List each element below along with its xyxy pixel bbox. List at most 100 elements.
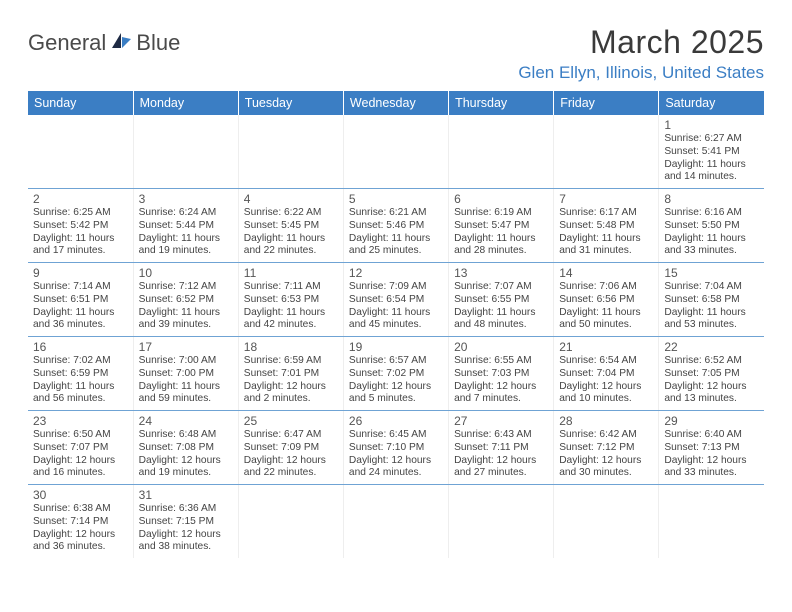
logo-sail-icon (110, 31, 132, 56)
sunset-text: Sunset: 5:47 PM (454, 220, 548, 233)
sunset-text: Sunset: 7:08 PM (139, 442, 233, 455)
location: Glen Ellyn, Illinois, United States (518, 63, 764, 83)
day-number: 30 (33, 488, 128, 502)
daylight-text: and 7 minutes. (454, 393, 548, 406)
daylight-text: Daylight: 11 hours (349, 307, 443, 320)
header: General Blue March 2025 Glen Ellyn, Illi… (28, 24, 764, 83)
daylight-text: and 17 minutes. (33, 245, 128, 258)
sunset-text: Sunset: 7:10 PM (349, 442, 443, 455)
daylight-text: Daylight: 12 hours (139, 455, 233, 468)
daylight-text: and 30 minutes. (559, 467, 653, 480)
sunset-text: Sunset: 7:07 PM (33, 442, 128, 455)
sunset-text: Sunset: 5:41 PM (664, 146, 759, 159)
sunset-text: Sunset: 6:54 PM (349, 294, 443, 307)
daylight-text: Daylight: 11 hours (559, 233, 653, 246)
daylight-text: and 38 minutes. (139, 541, 233, 554)
calendar-week-row: 30Sunrise: 6:38 AMSunset: 7:14 PMDayligh… (28, 485, 764, 559)
daylight-text: and 16 minutes. (33, 467, 128, 480)
sunrise-text: Sunrise: 6:45 AM (349, 429, 443, 442)
daylight-text: Daylight: 11 hours (559, 307, 653, 320)
sunset-text: Sunset: 7:00 PM (139, 368, 233, 381)
daylight-text: Daylight: 12 hours (33, 455, 128, 468)
day-number: 17 (139, 340, 233, 354)
weekday-header: Friday (554, 91, 659, 115)
calendar-day-cell: 4Sunrise: 6:22 AMSunset: 5:45 PMDaylight… (238, 189, 343, 263)
calendar-empty-cell (554, 485, 659, 559)
sunrise-text: Sunrise: 7:12 AM (139, 281, 233, 294)
calendar-day-cell: 8Sunrise: 6:16 AMSunset: 5:50 PMDaylight… (659, 189, 764, 263)
calendar-empty-cell (449, 115, 554, 189)
sunset-text: Sunset: 5:48 PM (559, 220, 653, 233)
sunset-text: Sunset: 5:45 PM (244, 220, 338, 233)
calendar-day-cell: 18Sunrise: 6:59 AMSunset: 7:01 PMDayligh… (238, 337, 343, 411)
daylight-text: Daylight: 11 hours (33, 381, 128, 394)
daylight-text: and 50 minutes. (559, 319, 653, 332)
calendar-day-cell: 20Sunrise: 6:55 AMSunset: 7:03 PMDayligh… (449, 337, 554, 411)
sunset-text: Sunset: 6:53 PM (244, 294, 338, 307)
daylight-text: and 48 minutes. (454, 319, 548, 332)
calendar-empty-cell (343, 485, 448, 559)
calendar-day-cell: 31Sunrise: 6:36 AMSunset: 7:15 PMDayligh… (133, 485, 238, 559)
daylight-text: Daylight: 11 hours (664, 307, 759, 320)
daylight-text: Daylight: 12 hours (559, 381, 653, 394)
sunset-text: Sunset: 7:15 PM (139, 516, 233, 529)
calendar-day-cell: 10Sunrise: 7:12 AMSunset: 6:52 PMDayligh… (133, 263, 238, 337)
daylight-text: Daylight: 11 hours (664, 159, 759, 172)
sunrise-text: Sunrise: 6:50 AM (33, 429, 128, 442)
daylight-text: and 33 minutes. (664, 245, 759, 258)
calendar-week-row: 23Sunrise: 6:50 AMSunset: 7:07 PMDayligh… (28, 411, 764, 485)
sunrise-text: Sunrise: 6:43 AM (454, 429, 548, 442)
sunrise-text: Sunrise: 6:48 AM (139, 429, 233, 442)
calendar-day-cell: 30Sunrise: 6:38 AMSunset: 7:14 PMDayligh… (28, 485, 133, 559)
daylight-text: Daylight: 12 hours (454, 455, 548, 468)
daylight-text: and 33 minutes. (664, 467, 759, 480)
calendar-empty-cell (133, 115, 238, 189)
sunrise-text: Sunrise: 6:59 AM (244, 355, 338, 368)
daylight-text: Daylight: 12 hours (349, 455, 443, 468)
sunrise-text: Sunrise: 6:36 AM (139, 503, 233, 516)
daylight-text: Daylight: 12 hours (454, 381, 548, 394)
day-number: 14 (559, 266, 653, 280)
daylight-text: and 14 minutes. (664, 171, 759, 184)
calendar-day-cell: 12Sunrise: 7:09 AMSunset: 6:54 PMDayligh… (343, 263, 448, 337)
sunset-text: Sunset: 7:13 PM (664, 442, 759, 455)
calendar-day-cell: 22Sunrise: 6:52 AMSunset: 7:05 PMDayligh… (659, 337, 764, 411)
sunset-text: Sunset: 7:01 PM (244, 368, 338, 381)
daylight-text: Daylight: 12 hours (559, 455, 653, 468)
sunset-text: Sunset: 5:46 PM (349, 220, 443, 233)
day-number: 28 (559, 414, 653, 428)
daylight-text: Daylight: 11 hours (664, 233, 759, 246)
calendar-day-cell: 19Sunrise: 6:57 AMSunset: 7:02 PMDayligh… (343, 337, 448, 411)
calendar-day-cell: 21Sunrise: 6:54 AMSunset: 7:04 PMDayligh… (554, 337, 659, 411)
calendar-day-cell: 14Sunrise: 7:06 AMSunset: 6:56 PMDayligh… (554, 263, 659, 337)
sunrise-text: Sunrise: 7:06 AM (559, 281, 653, 294)
calendar-week-row: 16Sunrise: 7:02 AMSunset: 6:59 PMDayligh… (28, 337, 764, 411)
daylight-text: and 19 minutes. (139, 245, 233, 258)
day-number: 13 (454, 266, 548, 280)
title-block: March 2025 Glen Ellyn, Illinois, United … (518, 24, 764, 83)
sunrise-text: Sunrise: 6:42 AM (559, 429, 653, 442)
sunset-text: Sunset: 6:58 PM (664, 294, 759, 307)
calendar-day-cell: 29Sunrise: 6:40 AMSunset: 7:13 PMDayligh… (659, 411, 764, 485)
day-number: 11 (244, 266, 338, 280)
sunrise-text: Sunrise: 7:09 AM (349, 281, 443, 294)
daylight-text: Daylight: 12 hours (244, 381, 338, 394)
month-title: March 2025 (518, 24, 764, 61)
sunset-text: Sunset: 6:55 PM (454, 294, 548, 307)
sunrise-text: Sunrise: 6:25 AM (33, 207, 128, 220)
calendar-day-cell: 2Sunrise: 6:25 AMSunset: 5:42 PMDaylight… (28, 189, 133, 263)
daylight-text: Daylight: 12 hours (244, 455, 338, 468)
day-number: 26 (349, 414, 443, 428)
day-number: 27 (454, 414, 548, 428)
sunrise-text: Sunrise: 7:11 AM (244, 281, 338, 294)
day-number: 20 (454, 340, 548, 354)
day-number: 4 (244, 192, 338, 206)
sunrise-text: Sunrise: 7:07 AM (454, 281, 548, 294)
logo-word1: General (28, 30, 106, 56)
day-number: 15 (664, 266, 759, 280)
daylight-text: Daylight: 11 hours (454, 307, 548, 320)
daylight-text: and 13 minutes. (664, 393, 759, 406)
sunrise-text: Sunrise: 6:17 AM (559, 207, 653, 220)
daylight-text: and 59 minutes. (139, 393, 233, 406)
day-number: 25 (244, 414, 338, 428)
